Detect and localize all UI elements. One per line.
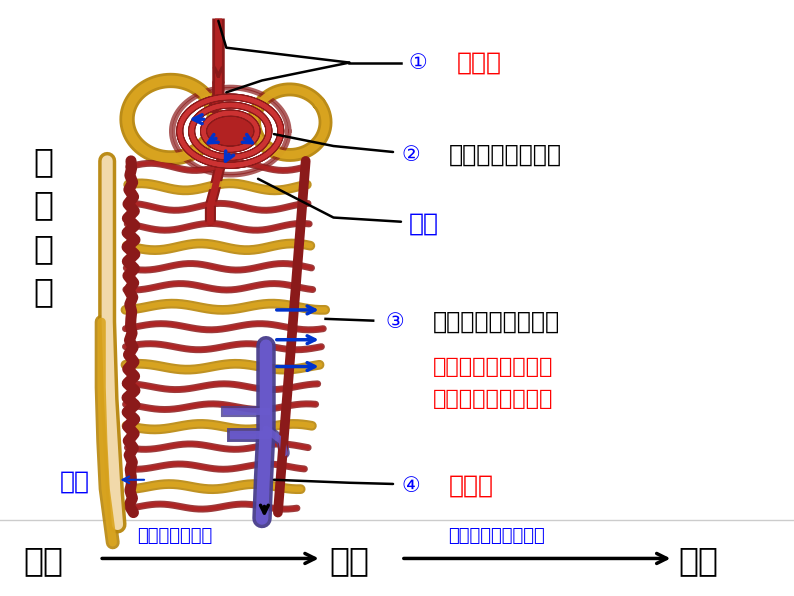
Text: 静脉血: 静脉血 [449, 474, 494, 498]
Text: 尿液: 尿液 [60, 470, 90, 493]
Text: 尿
的
形
成: 尿 的 形 成 [33, 145, 54, 308]
Text: 分的水和部分无机盐: 分的水和部分无机盐 [433, 389, 553, 409]
Text: ②: ② [401, 145, 420, 165]
Text: 肾小球过滤作用: 肾小球过滤作用 [137, 527, 212, 545]
Text: 动脉血: 动脉血 [457, 51, 502, 74]
Text: 原尿: 原尿 [409, 212, 439, 235]
Text: 肾小球的过滤作用: 肾小球的过滤作用 [449, 143, 561, 167]
Text: 尿液: 尿液 [679, 544, 719, 577]
Text: 肾小管的重吸收作用: 肾小管的重吸收作用 [433, 310, 560, 334]
Circle shape [203, 111, 257, 151]
Text: ①: ① [409, 52, 428, 73]
Text: 血液: 血液 [24, 544, 64, 577]
Text: 全部的葡萄糖、大部: 全部的葡萄糖、大部 [433, 356, 553, 377]
Text: 肾小管的重吸收作用: 肾小管的重吸收作用 [448, 527, 545, 545]
Text: ③: ③ [385, 312, 404, 332]
Text: ④: ④ [401, 476, 420, 496]
Text: 原尿: 原尿 [330, 544, 369, 577]
